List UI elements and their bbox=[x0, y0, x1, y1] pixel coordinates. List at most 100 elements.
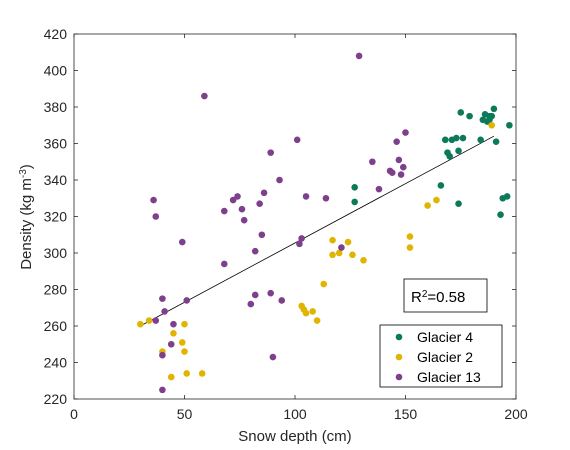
legend-label: Glacier 13 bbox=[417, 369, 481, 385]
data-point bbox=[400, 164, 407, 171]
data-point bbox=[314, 317, 321, 324]
data-point bbox=[270, 354, 277, 361]
data-point bbox=[338, 244, 345, 251]
data-point bbox=[442, 137, 449, 144]
y-tick-label: 360 bbox=[44, 136, 68, 152]
data-point bbox=[351, 199, 358, 206]
y-tick-label: 280 bbox=[44, 282, 68, 298]
data-point bbox=[181, 348, 188, 355]
data-point bbox=[150, 197, 157, 204]
data-point bbox=[369, 158, 376, 165]
data-point bbox=[161, 308, 168, 315]
y-tick-label: 320 bbox=[44, 209, 68, 225]
data-point bbox=[453, 135, 460, 142]
data-point bbox=[457, 109, 464, 116]
data-point bbox=[239, 206, 246, 213]
data-point bbox=[323, 195, 330, 202]
data-point bbox=[466, 113, 473, 120]
data-point bbox=[438, 182, 445, 189]
annotation-prefix: R bbox=[411, 289, 422, 306]
data-point bbox=[159, 295, 166, 302]
data-point bbox=[183, 370, 190, 377]
data-point bbox=[259, 231, 266, 238]
x-tick-label: 100 bbox=[283, 406, 307, 422]
data-point bbox=[493, 138, 500, 145]
annotation-suffix: =0.58 bbox=[427, 289, 465, 306]
data-point bbox=[396, 157, 403, 164]
data-point bbox=[152, 213, 159, 220]
data-point bbox=[181, 321, 188, 328]
r-squared-annotation: R2=0.58 bbox=[404, 279, 487, 312]
data-point bbox=[389, 169, 396, 176]
x-tick-label: 50 bbox=[177, 406, 193, 422]
data-point bbox=[402, 129, 409, 136]
data-point bbox=[309, 308, 316, 315]
data-point bbox=[294, 137, 301, 144]
y-tick-label: 220 bbox=[44, 391, 68, 407]
data-point bbox=[199, 370, 206, 377]
legend-label: Glacier 4 bbox=[417, 329, 473, 345]
data-point bbox=[221, 208, 228, 215]
legend: Glacier 4 Glacier 2 Glacier 13 bbox=[380, 325, 502, 387]
data-point bbox=[504, 193, 511, 200]
data-point bbox=[241, 217, 248, 224]
data-point bbox=[267, 149, 274, 156]
data-point bbox=[179, 239, 186, 246]
data-point bbox=[488, 113, 495, 120]
legend-marker bbox=[396, 374, 403, 381]
data-point bbox=[477, 137, 484, 144]
y-axis-label: Density (kg m-3) bbox=[18, 164, 36, 270]
data-point bbox=[488, 122, 495, 129]
data-point bbox=[349, 252, 356, 259]
x-axis-label: Snow depth (cm) bbox=[238, 428, 351, 445]
data-point bbox=[170, 321, 177, 328]
data-point bbox=[376, 186, 383, 193]
data-point bbox=[407, 244, 414, 251]
y-tick-label: 400 bbox=[44, 63, 68, 79]
data-point bbox=[168, 341, 175, 348]
data-point bbox=[320, 281, 327, 288]
data-point bbox=[506, 122, 513, 129]
data-point bbox=[278, 297, 285, 304]
y-tick-label: 420 bbox=[44, 26, 68, 42]
data-point bbox=[201, 93, 208, 100]
data-point bbox=[170, 330, 177, 337]
data-point bbox=[256, 200, 263, 207]
data-point bbox=[159, 387, 166, 394]
data-point bbox=[455, 200, 462, 207]
data-point bbox=[168, 374, 175, 381]
data-point bbox=[137, 321, 144, 328]
data-point bbox=[329, 252, 336, 259]
data-point bbox=[152, 317, 159, 324]
data-point bbox=[345, 239, 352, 246]
x-tick-label: 200 bbox=[504, 406, 528, 422]
data-point bbox=[159, 352, 166, 359]
data-point bbox=[398, 171, 405, 178]
legend-label: Glacier 2 bbox=[417, 349, 473, 365]
data-point bbox=[276, 177, 283, 184]
y-tick-label: 260 bbox=[44, 318, 68, 334]
y-tick-label: 380 bbox=[44, 99, 68, 115]
data-point bbox=[356, 53, 363, 60]
y-tick-label: 240 bbox=[44, 355, 68, 371]
data-point bbox=[303, 310, 310, 317]
data-point bbox=[179, 339, 186, 346]
annotation-text: R2=0.58 bbox=[411, 289, 465, 307]
data-point bbox=[298, 235, 305, 242]
data-point bbox=[424, 202, 431, 209]
data-point bbox=[393, 138, 400, 145]
data-point bbox=[248, 301, 255, 308]
y-axis-label-close: ) bbox=[18, 164, 35, 169]
data-point bbox=[446, 153, 453, 160]
data-point bbox=[433, 197, 440, 204]
data-point bbox=[252, 292, 259, 299]
data-point bbox=[460, 135, 467, 142]
data-point bbox=[267, 290, 274, 297]
x-tick-label: 0 bbox=[70, 406, 78, 422]
data-point bbox=[351, 184, 358, 191]
data-point bbox=[407, 233, 414, 240]
y-tick-label: 340 bbox=[44, 172, 68, 188]
data-point bbox=[252, 248, 259, 255]
data-point bbox=[234, 193, 241, 200]
data-point bbox=[146, 317, 153, 324]
